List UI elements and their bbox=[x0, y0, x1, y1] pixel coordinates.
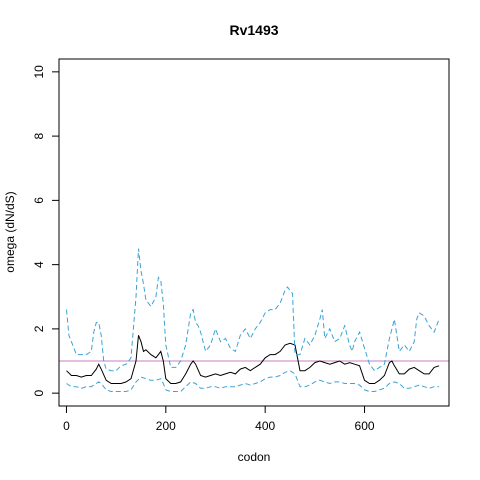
x-axis-label: codon bbox=[238, 450, 271, 464]
y-tick-label: 8 bbox=[32, 132, 46, 139]
series-line-ci-2 bbox=[66, 370, 440, 392]
y-tick-label: 4 bbox=[32, 261, 46, 268]
y-tick-label: 10 bbox=[32, 65, 46, 79]
y-axis-label: omega (dN/dS) bbox=[3, 191, 17, 272]
chart-title: Rv1493 bbox=[229, 22, 278, 38]
y-tick-label: 0 bbox=[32, 389, 46, 396]
plot-lines bbox=[59, 248, 449, 392]
x-tick-label: 600 bbox=[355, 419, 375, 433]
x-tick-label: 400 bbox=[255, 419, 275, 433]
x-axis: 0 200 400 600 bbox=[63, 405, 375, 433]
x-tick-label: 200 bbox=[156, 419, 176, 433]
plot-frame bbox=[58, 58, 450, 407]
series-line-omega bbox=[66, 335, 440, 384]
x-tick-label: 0 bbox=[63, 419, 70, 433]
y-tick-label: 2 bbox=[32, 325, 46, 332]
y-tick-label: 6 bbox=[32, 197, 46, 204]
y-axis: 0 2 4 6 8 10 bbox=[32, 65, 60, 396]
series-line-ci-1 bbox=[66, 248, 440, 372]
